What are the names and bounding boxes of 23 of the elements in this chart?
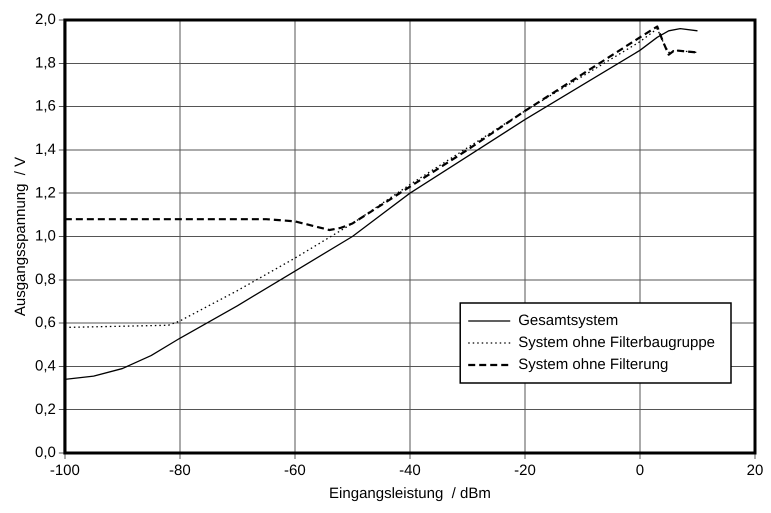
y-tick-label: 0,8 [34, 270, 56, 288]
y-tick-label: 0,6 [34, 314, 56, 332]
y-tick-label: 1,8 [34, 54, 56, 72]
y-tick-label: 1,4 [34, 141, 56, 158]
legend-label: Gesamtsystem [518, 312, 618, 330]
x-axis-title: Eingangsleistung / dBm [329, 485, 491, 502]
x-tick-label: -40 [399, 462, 421, 480]
y-tick-label: 1,6 [34, 98, 56, 115]
x-tick-label: -20 [514, 462, 536, 480]
x-tick-label: 20 [746, 462, 764, 480]
y-tick-label: 2,0 [34, 11, 56, 28]
x-tick-label: 0 [636, 462, 644, 480]
x-tick-label: -80 [169, 462, 191, 480]
x-tick-label: -100 [50, 462, 80, 480]
y-tick-label: 0,0 [34, 444, 56, 462]
x-tick-label: -60 [284, 462, 306, 480]
legend-label: System ohne Filterbaugruppe [518, 334, 715, 352]
legend-label: System ohne Filterung [518, 356, 668, 374]
y-axis-title: Ausgangsspannung / V [12, 156, 30, 316]
y-tick-label: 0,2 [34, 400, 56, 418]
y-tick-label: 1,2 [34, 184, 56, 202]
y-tick-label: 0,4 [34, 358, 56, 375]
y-tick-label: 1,0 [34, 228, 56, 245]
